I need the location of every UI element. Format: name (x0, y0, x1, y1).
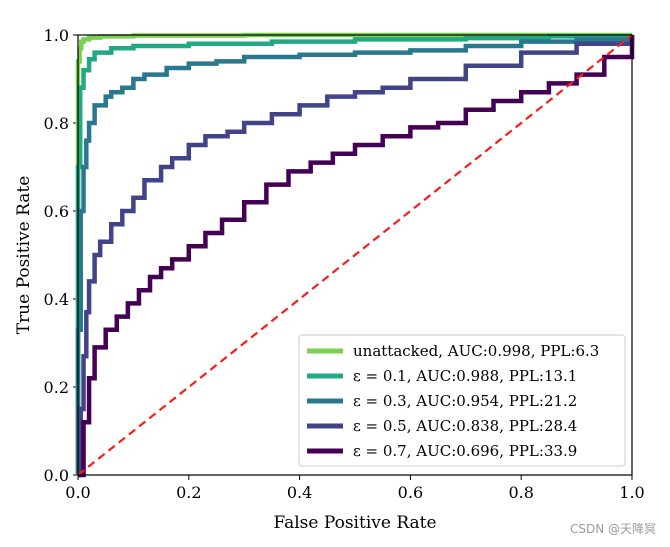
legend-label-3: ε = 0.5, AUC:0.838, PPL:28.4 (353, 417, 577, 435)
x-tick-label: 0.4 (287, 483, 312, 502)
legend-label-0: unattacked, AUC:0.998, PPL:6.3 (353, 342, 599, 360)
y-tick-label: 0.0 (44, 466, 69, 485)
y-tick-label: 0.6 (44, 202, 69, 221)
y-axis-title: True Positive Rate (14, 176, 34, 335)
x-tick-label: 0.8 (508, 483, 533, 502)
series-line-1 (75, 34, 635, 475)
x-tick-label: 0.2 (176, 483, 201, 502)
y-tick-label: 0.2 (44, 378, 69, 397)
legend-label-1: ε = 0.1, AUC:0.988, PPL:13.1 (353, 367, 577, 385)
legend-box (298, 334, 626, 467)
series-line-3 (78, 35, 635, 478)
legend: unattacked, AUC:0.998, PPL:6.3 ε = 0.1, A… (298, 334, 626, 467)
y-tick-label: 0.4 (44, 290, 69, 309)
x-tick-label: 0.6 (398, 483, 423, 502)
legend-label-4: ε = 0.7, AUC:0.696, PPL:33.9 (353, 442, 577, 460)
legend-label-2: ε = 0.3, AUC:0.954, PPL:21.2 (353, 392, 577, 410)
y-tick-label: 1.0 (44, 26, 69, 45)
x-axis-title: False Positive Rate (273, 513, 436, 533)
series-line-4 (78, 35, 635, 478)
chance-diagonal-line (77, 34, 633, 476)
axis-ticks: 0.0 0.2 0.4 0.6 0.8 1.0 0.0 0.2 0.4 0.6 0.8 1.0 (44, 26, 645, 502)
x-tick-label: 1.0 (619, 483, 644, 502)
series-lines (75, 32, 635, 478)
plot-frame (77, 34, 633, 476)
x-tick-label: 0.0 (65, 483, 90, 502)
y-tick-label: 0.8 (44, 114, 69, 133)
series-line-2 (75, 35, 635, 475)
watermark-text: CSDN @天降冥 (569, 522, 656, 536)
